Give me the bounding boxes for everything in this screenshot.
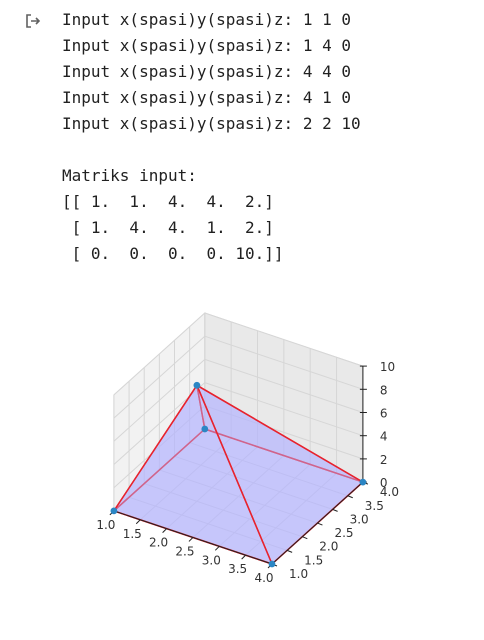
y-tick-label: 2.0: [319, 540, 338, 554]
z-tick-label: 4: [380, 430, 388, 444]
pyramid-faces: [113, 384, 364, 565]
prompt-line: Input x(spasi)y(spasi)z: 4 1 0: [62, 88, 351, 107]
x-tick-label: 3.0: [202, 553, 221, 567]
z-tick-label: 2: [380, 453, 388, 467]
y-tick-mark: [317, 522, 323, 526]
z-tick-label: 8: [380, 383, 388, 397]
y-tick-label: 1.5: [304, 553, 323, 567]
y-tick-label: 3.5: [365, 499, 384, 513]
prompt-line: Input x(spasi)y(spasi)z: 2 2 10: [62, 114, 361, 133]
data-point: [110, 507, 118, 515]
x-tick-label: 2.5: [175, 544, 194, 558]
output-icon[interactable]: [24, 12, 42, 30]
grid-line: [204, 405, 364, 460]
grid-line: [204, 382, 364, 437]
data-points: [110, 381, 367, 568]
x-tick-mark: [162, 528, 167, 533]
prompt-line: Input x(spasi)y(spasi)z: 4 4 0: [62, 62, 351, 81]
blank-line: [62, 137, 361, 163]
pyramid-3d-plot: 1.01.52.02.53.03.54.0 1.01.52.02.53.03.54…: [96, 311, 399, 585]
grid-line: [204, 358, 364, 413]
grid-line: [113, 405, 206, 489]
y-tick-label: 4.0: [380, 485, 399, 499]
x-tick-mark: [241, 554, 247, 560]
tick-labels: 1.01.52.02.53.03.54.0 1.01.52.02.53.03.54…: [96, 360, 399, 585]
prompt-line: Input x(spasi)y(spasi)z: 1 4 0: [62, 36, 351, 55]
x-tick-label: 1.5: [123, 527, 142, 541]
grid-line: [174, 455, 333, 510]
cell-output: Input x(spasi)y(spasi)z: 1 1 0 Input x(sp…: [62, 7, 361, 267]
grid-line: [159, 469, 318, 524]
matrix-row: [[ 1. 1. 4. 4. 2.]: [62, 192, 274, 211]
y-tick-mark: [347, 495, 353, 499]
data-point: [268, 560, 276, 568]
z-tick-label: 0: [380, 476, 388, 490]
y-tick-mark: [302, 536, 308, 540]
x-tick-label: 4.0: [254, 571, 273, 585]
x-tick-label: 2.0: [149, 536, 168, 550]
y-tick-mark: [332, 508, 338, 512]
x-tick-label: 1.0: [96, 518, 115, 532]
grid-line: [189, 442, 348, 497]
y-tick-mark: [286, 549, 293, 553]
grid-line: [204, 335, 364, 390]
prompt-line: Input x(spasi)y(spasi)z: 1 1 0: [62, 10, 351, 29]
y-tick-label: 2.5: [334, 526, 353, 540]
y-tick-label: 1.0: [289, 567, 308, 581]
grid-line: [113, 312, 206, 396]
data-point: [201, 425, 209, 433]
grid-line: [128, 496, 288, 551]
data-point: [193, 381, 201, 389]
grid-line: [204, 312, 364, 367]
grid-line: [113, 359, 206, 442]
matrix-header: Matriks input:: [62, 166, 197, 185]
x-tick-mark: [188, 537, 194, 542]
grid-line: [113, 335, 206, 419]
z-tick-label: 6: [380, 407, 388, 421]
grid-lines: [113, 312, 364, 565]
matrix-row: [ 0. 0. 0. 0. 10.]]: [62, 244, 284, 263]
grid-line: [144, 483, 303, 538]
data-point: [359, 478, 367, 486]
y-tick-label: 3.0: [350, 512, 369, 526]
x-tick-label: 3.5: [228, 562, 247, 576]
x-tick-mark: [135, 519, 141, 525]
matrix-row: [ 1. 4. 4. 1. 2.]: [62, 218, 274, 237]
z-tick-label: 10: [380, 360, 395, 374]
x-tick-mark: [214, 545, 220, 551]
